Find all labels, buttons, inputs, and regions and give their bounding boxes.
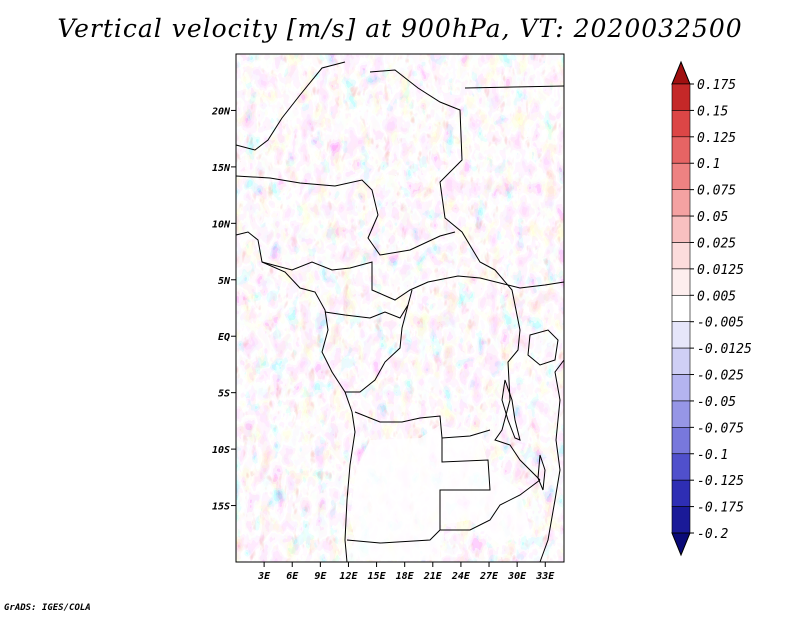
colorbar-segment bbox=[671, 242, 691, 270]
vertical-velocity-field bbox=[236, 54, 564, 562]
lat-label: 10N bbox=[212, 219, 231, 230]
grads-credit: GrADS: IGES/COLA bbox=[4, 603, 91, 613]
colorbar-label: -0.025 bbox=[697, 369, 744, 384]
lat-label: EQ bbox=[218, 332, 230, 343]
central-border-2 bbox=[261, 261, 565, 301]
lat-label: 20N bbox=[211, 106, 231, 117]
colorbar-segment bbox=[671, 215, 691, 243]
lat-label: 15N bbox=[212, 163, 231, 174]
congo-river-border bbox=[345, 304, 409, 393]
colorbar-segment bbox=[671, 189, 691, 217]
colorbar-label: 0.05 bbox=[697, 210, 728, 225]
lake-malawi bbox=[537, 454, 546, 491]
colorbar bbox=[671, 60, 694, 557]
lat-label: 10S bbox=[212, 445, 230, 456]
colorbar-segment bbox=[671, 83, 691, 111]
lon-label: 21E bbox=[423, 571, 443, 582]
colorbar-label: 0.0125 bbox=[697, 263, 744, 278]
colorbar-segment bbox=[671, 268, 691, 296]
southern-border-2 bbox=[346, 529, 441, 544]
longitude-labels: 3E 6E 9E 12E 15E 18E 21E 24E 27E 30E 33E bbox=[257, 571, 555, 582]
northern-border-3 bbox=[369, 69, 496, 271]
colorbar-upper-arrow bbox=[671, 60, 691, 85]
colorbar-segment bbox=[671, 479, 691, 507]
colorbar-label: 0.075 bbox=[697, 184, 736, 199]
lake-victoria bbox=[527, 329, 559, 366]
lon-label: 9E bbox=[314, 571, 327, 582]
eastern-border bbox=[494, 269, 541, 481]
colorbar-segment bbox=[671, 506, 691, 534]
colorbar-segment bbox=[671, 162, 691, 190]
country-borders bbox=[235, 61, 565, 563]
colorbar-label: 0.1 bbox=[697, 157, 720, 172]
central-border-1 bbox=[367, 214, 456, 256]
lon-label: 12E bbox=[339, 571, 358, 582]
lon-label: 6E bbox=[286, 571, 299, 582]
lat-label: 5N bbox=[218, 276, 231, 287]
lon-label: 18E bbox=[396, 571, 415, 582]
lon-label: 27E bbox=[479, 571, 499, 582]
colorbar-label: 0.175 bbox=[697, 78, 736, 93]
lon-label: 30E bbox=[507, 571, 527, 582]
west-coastline bbox=[235, 231, 356, 563]
lon-label: 33E bbox=[535, 571, 555, 582]
northern-border-2 bbox=[235, 61, 346, 151]
lat-label: 5S bbox=[218, 389, 230, 400]
colorbar-lower-arrow bbox=[671, 532, 691, 557]
colorbar-label: -0.005 bbox=[697, 316, 744, 331]
colorbar-labels: 0.175 0.15 0.125 0.1 0.075 0.05 0.025 0.0125 0.0… bbox=[697, 78, 752, 542]
colorbar-label: 0.125 bbox=[697, 131, 736, 146]
lat-label: 15S bbox=[212, 502, 230, 513]
colorbar-label: 0.15 bbox=[697, 104, 728, 119]
axis-ticks bbox=[231, 109, 546, 567]
lon-label: 24E bbox=[451, 571, 471, 582]
colorbar-label: -0.05 bbox=[697, 395, 736, 410]
colorbar-segment bbox=[671, 136, 691, 164]
northern-border-4 bbox=[464, 85, 565, 89]
plot-frame bbox=[235, 53, 565, 563]
colorbar-segment bbox=[671, 321, 691, 349]
colorbar-segment bbox=[671, 453, 691, 481]
lon-label: 15E bbox=[368, 571, 387, 582]
colorbar-segment bbox=[671, 400, 691, 428]
latitude-labels: 20N 15N 10N 5N EQ 5S 10S 15S bbox=[211, 106, 231, 512]
colorbar-label: 0.005 bbox=[697, 289, 736, 304]
colorbar-segment bbox=[671, 347, 691, 375]
colorbar-segment bbox=[671, 110, 691, 138]
northern-border-1 bbox=[235, 175, 379, 216]
lake-tanganyika bbox=[501, 379, 521, 441]
colorbar-label: -0.0125 bbox=[697, 342, 752, 357]
colorbar-label: -0.075 bbox=[697, 421, 744, 436]
colorbar-label: -0.1 bbox=[697, 448, 728, 463]
colorbar-label: -0.125 bbox=[697, 474, 744, 489]
colorbar-segment bbox=[671, 374, 691, 402]
colorbar-segment bbox=[671, 294, 691, 323]
chart-title: Vertical velocity [m/s] at 900hPa, VT: 2… bbox=[57, 14, 743, 43]
colorbar-label: -0.2 bbox=[697, 527, 728, 542]
east-coastline bbox=[539, 359, 565, 563]
colorbar-segment bbox=[671, 427, 691, 455]
lon-label: 3E bbox=[257, 571, 271, 582]
colorbar-label: 0.025 bbox=[697, 236, 736, 251]
central-border-4 bbox=[354, 411, 491, 439]
colorbar-label: -0.175 bbox=[697, 501, 744, 516]
